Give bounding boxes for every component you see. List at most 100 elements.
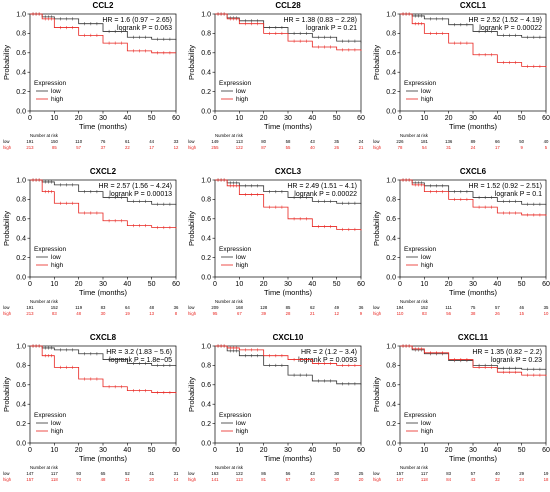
risk-value-high: 113 (236, 477, 243, 482)
risk-value-low: 209 (211, 305, 219, 310)
x-tick-label: 10 (235, 447, 243, 454)
x-tick-label: 10 (420, 281, 428, 288)
x-tick-label: 20 (75, 447, 83, 454)
legend-label-high: high (421, 428, 434, 435)
risk-value-high: 30 (101, 311, 106, 316)
risk-value-low: 119 (75, 305, 82, 310)
legend-label-high: high (236, 262, 249, 269)
risk-value-high: 213 (26, 145, 34, 150)
x-axis-label: Time (months) (449, 288, 498, 297)
hazard-ratio-text: HR = 2 (1.2 − 3.4) (301, 349, 357, 356)
km-plot-svg: CXCL6 0.0 0.2 0.4 0.6 0.8 1.0 0 10 20 30 40 50 60 Time… (372, 167, 550, 316)
legend-title: Expression (219, 246, 252, 253)
x-tick-label: 60 (172, 447, 180, 454)
y-tick-label: 0.8 (16, 363, 26, 370)
risk-value-low: 19 (544, 471, 549, 476)
survival-curve-low (215, 179, 362, 205)
y-tick-label: 1.0 (201, 177, 211, 184)
legend-label-high: high (236, 428, 249, 435)
hazard-ratio-text: HR = 3.2 (1.83 − 5.6) (106, 349, 172, 356)
risk-value-high: 83 (422, 311, 427, 316)
risk-value-high: 5 (545, 145, 548, 150)
legend-label-high: high (51, 428, 64, 435)
x-tick-label: 0 (213, 281, 217, 288)
risk-table-header: Number at risk (400, 133, 429, 138)
risk-value-low: 150 (51, 139, 59, 144)
plot-title: CXCL6 (460, 167, 487, 176)
km-panel-cxcl8: CXCL8 0.0 0.2 0.4 0.6 0.8 1.0 0 10 20 30 40 50 60 Time… (0, 332, 180, 492)
risk-value-low: 149 (211, 139, 219, 144)
km-panel-cxcl3: CXCL3 0.0 0.2 0.4 0.6 0.8 1.0 0 10 20 30 40 50 60 Time… (185, 166, 365, 326)
risk-row-label-high: high (188, 311, 197, 316)
x-tick-label: 40 (308, 281, 316, 288)
x-tick-label: 50 (333, 447, 341, 454)
y-tick-label: 0.2 (16, 89, 26, 96)
risk-value-low: 80 (261, 139, 266, 144)
risk-table-header: Number at risk (400, 299, 429, 304)
risk-value-low: 56 (286, 471, 291, 476)
y-tick-label: 0.0 (16, 108, 26, 115)
y-axis-label: Probability (187, 211, 196, 246)
risk-value-low: 40 (495, 471, 500, 476)
risk-value-high: 81 (261, 477, 266, 482)
y-tick-label: 0.6 (16, 382, 26, 389)
x-tick-label: 40 (123, 447, 131, 454)
legend-label-high: high (51, 96, 64, 103)
x-tick-label: 40 (493, 115, 501, 122)
y-tick-label: 0.2 (201, 421, 211, 428)
km-plot-svg: CXCL10 0.0 0.2 0.4 0.6 0.8 1.0 0 10 20 30 40 50 60 Tim… (187, 333, 365, 482)
x-tick-label: 0 (28, 447, 32, 454)
x-tick-label: 40 (123, 281, 131, 288)
km-plot-svg: CXCL8 0.0 0.2 0.4 0.6 0.8 1.0 0 10 20 30 40 50 60 Time… (2, 333, 180, 482)
risk-value-low: 30 (334, 471, 339, 476)
x-tick-label: 60 (172, 115, 180, 122)
risk-value-low: 163 (211, 471, 219, 476)
risk-value-high: 19 (125, 311, 130, 316)
km-panel-cxcl6: CXCL6 0.0 0.2 0.4 0.6 0.8 1.0 0 10 20 30 40 50 60 Time… (370, 166, 550, 326)
risk-value-low: 65 (101, 471, 106, 476)
y-tick-label: 0.0 (16, 274, 26, 281)
x-tick-label: 10 (235, 115, 243, 122)
x-tick-label: 0 (213, 115, 217, 122)
risk-row-label-low: low (373, 471, 380, 476)
x-axis-label: Time (months) (79, 454, 128, 463)
risk-value-low: 113 (236, 139, 243, 144)
risk-row-label-high: high (188, 145, 197, 150)
legend-label-low: low (236, 420, 246, 427)
risk-value-high: 84 (446, 477, 451, 482)
y-tick-label: 1.0 (16, 11, 26, 18)
y-axis-label: Probability (372, 377, 381, 412)
km-panel-cxcl11: CXCL11 0.0 0.2 0.4 0.6 0.8 1.0 0 10 20 30 40 50 60 Tim… (370, 332, 550, 492)
y-tick-label: 0.0 (386, 274, 396, 281)
y-tick-label: 1.0 (201, 11, 211, 18)
risk-value-low: 194 (396, 305, 404, 310)
plot-title: CCL28 (275, 1, 301, 10)
risk-value-low: 168 (236, 305, 244, 310)
survival-curve-high (400, 179, 547, 216)
risk-value-high: 18 (544, 477, 549, 482)
y-tick-label: 0.2 (16, 255, 26, 262)
logrank-p-text: logrank P = 0.1 (495, 191, 542, 198)
x-tick-label: 20 (445, 281, 453, 288)
risk-row-label-high: high (373, 145, 382, 150)
risk-value-high: 54 (422, 145, 427, 150)
x-tick-label: 0 (28, 115, 32, 122)
risk-value-high: 83 (52, 311, 57, 316)
risk-value-low: 89 (471, 139, 476, 144)
risk-value-low: 52 (125, 471, 130, 476)
risk-value-low: 226 (396, 139, 404, 144)
y-tick-label: 0.4 (16, 402, 26, 409)
risk-value-high: 40 (310, 477, 315, 482)
y-axis-label: Probability (372, 45, 381, 80)
x-tick-label: 30 (99, 115, 107, 122)
x-tick-label: 50 (518, 281, 526, 288)
km-plot-svg: CXCL11 0.0 0.2 0.4 0.6 0.8 1.0 0 10 20 30 40 50 60 Tim… (372, 333, 550, 482)
km-panel-cxcl2: CXCL2 0.0 0.2 0.4 0.6 0.8 1.0 0 10 20 30 40 50 60 Time… (0, 166, 180, 326)
x-tick-label: 50 (518, 447, 526, 454)
risk-value-high: 74 (76, 477, 81, 482)
risk-value-low: 128 (260, 305, 268, 310)
y-axis-label: Probability (187, 45, 196, 80)
hazard-ratio-text: HR = 1.38 (0.83 − 2.28) (283, 17, 357, 24)
risk-row-label-low: low (188, 305, 195, 310)
hazard-ratio-text: HR = 2.57 (1.56 − 4.24) (98, 183, 172, 190)
